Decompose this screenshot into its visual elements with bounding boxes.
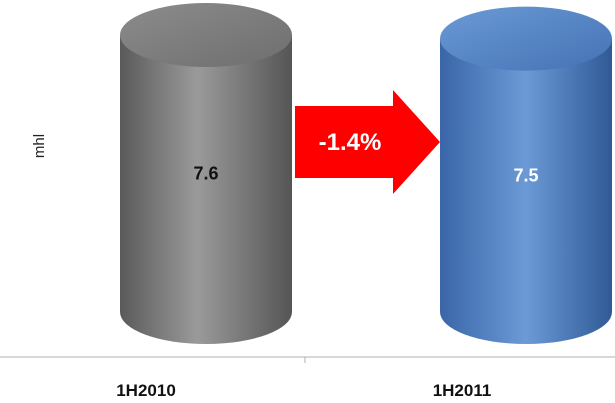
data-label-1H2011: 7.5 [513,165,538,185]
data-label-1H2010: 7.6 [193,163,218,183]
x-tick-1H2010: 1H2010 [116,381,176,400]
bar-1H2011 [440,6,612,344]
x-tick-1H2011: 1H2011 [433,381,492,400]
change-arrow-label: -1.4% [319,129,382,156]
bar-1H2010 [120,2,292,344]
y-axis-title: mhl [31,134,48,158]
change-arrow: -1.4% [295,90,440,194]
